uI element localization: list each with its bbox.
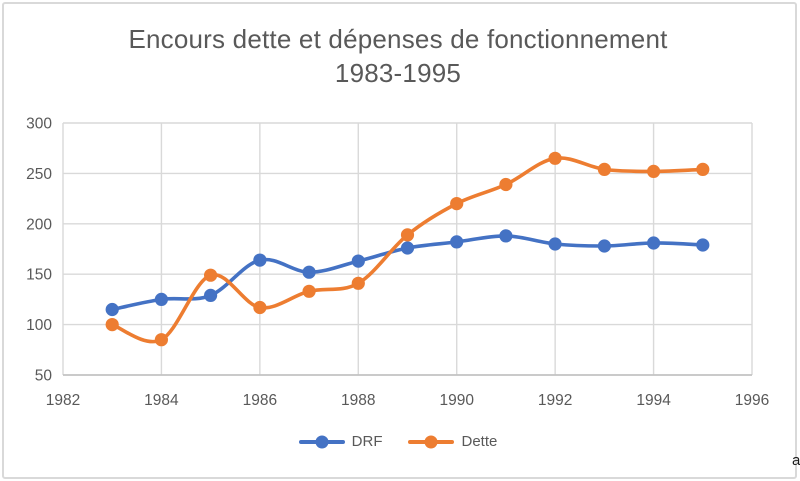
data-point-drf-1990 [450,235,464,249]
y-tick-label: 100 [26,317,52,334]
data-point-dette-1987 [302,284,316,298]
y-tick-label: 250 [26,166,52,183]
data-point-dette-1993 [597,162,612,176]
data-point-dette-1984 [154,333,168,347]
y-tick-label: 200 [26,216,52,233]
legend-marker-drf-icon [298,434,345,449]
data-point-dette-1995 [696,162,710,176]
data-point-dette-1989 [400,228,415,242]
data-point-dette-1991 [499,177,513,192]
data-point-dette-1986 [253,300,267,315]
data-point-drf-1987 [302,265,316,279]
data-point-drf-1995 [696,238,710,252]
x-tick-label: 1990 [439,392,474,409]
legend-label-dette: Dette [461,433,498,450]
x-tick-label: 1984 [144,392,179,409]
data-point-dette-1983 [105,318,119,332]
x-tick-label: 1992 [538,392,572,409]
data-point-drf-1993 [597,239,612,253]
chart-title-line2: 1983-1995 [334,58,462,88]
x-tick-label: 1988 [341,392,375,409]
legend-marker-dette-icon [408,434,455,449]
legend: DRF Dette [0,433,796,450]
x-tick-label: 1986 [243,392,277,409]
y-tick-label: 300 [26,116,52,133]
data-point-drf-1984 [154,292,168,306]
y-tick-label: 50 [35,368,53,385]
y-tick-label: 150 [26,267,52,284]
x-tick-label: 1996 [735,392,769,409]
legend-label-drf: DRF [351,433,383,450]
x-tick-label: 1994 [636,392,671,409]
legend-item-drf: DRF [298,433,383,450]
data-point-drf-1992 [548,237,562,251]
data-point-dette-1990 [450,197,464,211]
data-point-drf-1988 [351,254,365,268]
data-point-drf-1989 [400,241,415,255]
data-point-dette-1985 [204,268,218,282]
data-point-drf-1983 [105,302,119,317]
data-point-drf-1985 [204,288,218,302]
data-point-dette-1988 [351,276,365,290]
data-point-drf-1991 [499,229,513,243]
data-point-dette-1992 [548,151,562,165]
data-point-drf-1994 [647,236,661,250]
chart-title-line1: Encours dette et dépenses de fonctionnem… [128,24,668,54]
x-tick-label: 1982 [46,392,80,409]
data-point-dette-1994 [647,164,661,178]
chart-title: Encours dette et dépenses de fonctionnem… [0,22,796,90]
data-point-drf-1986 [253,253,267,267]
legend-item-dette: Dette [408,433,497,450]
corner-artifact-text: a [792,452,800,469]
